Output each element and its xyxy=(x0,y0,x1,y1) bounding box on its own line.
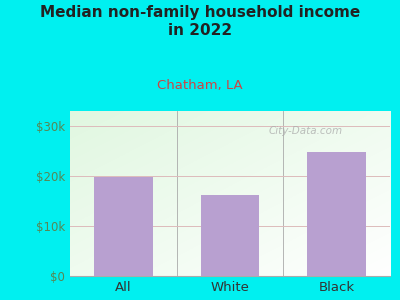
Bar xyxy=(94,177,153,276)
Text: City-Data.com: City-Data.com xyxy=(268,126,342,136)
Bar xyxy=(307,152,366,276)
Text: Median non-family household income
in 2022: Median non-family household income in 20… xyxy=(40,4,360,38)
Text: Chatham, LA: Chatham, LA xyxy=(157,80,243,92)
Bar xyxy=(201,195,259,276)
